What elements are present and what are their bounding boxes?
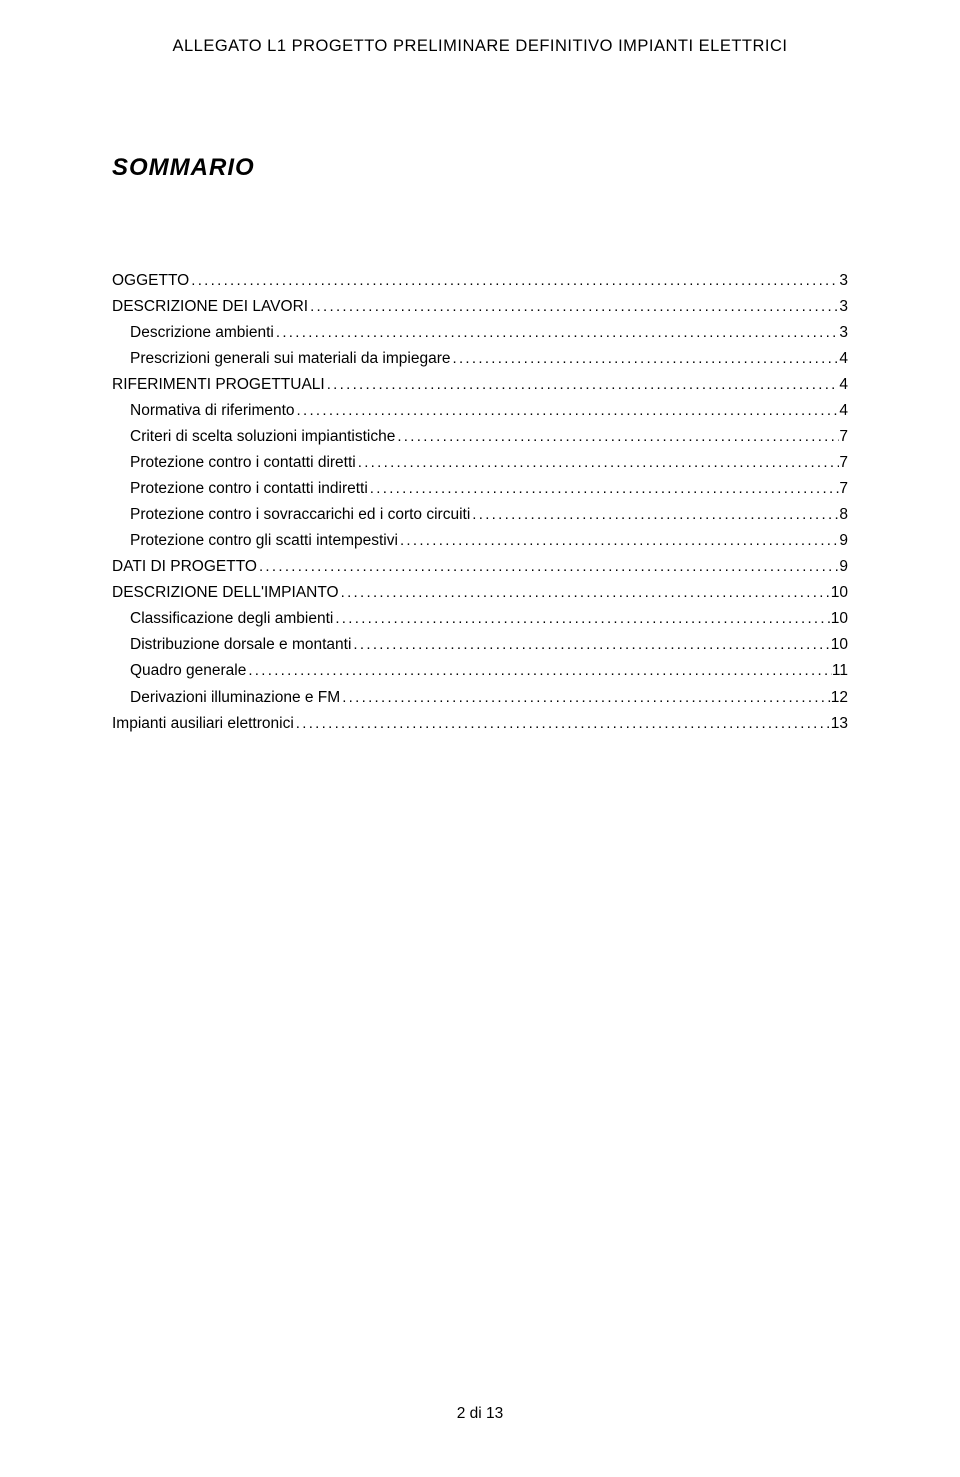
toc-entry: DESCRIZIONE DEI LAVORI 3 xyxy=(112,294,848,320)
toc-entry: Protezione contro gli scatti intempestiv… xyxy=(112,528,848,554)
toc-page: 4 xyxy=(839,372,848,398)
toc-leader xyxy=(295,398,840,423)
toc-entry: DATI DI PROGETTO 9 xyxy=(112,554,848,580)
toc-label: OGGETTO xyxy=(112,268,189,294)
toc-label: Distribuzione dorsale e montanti xyxy=(130,632,351,658)
toc-leader xyxy=(246,658,832,683)
toc-entry: Descrizione ambienti 3 xyxy=(112,320,848,346)
toc-label: Protezione contro i contatti diretti xyxy=(130,450,356,476)
toc-page: 9 xyxy=(839,528,848,554)
toc-entry: Derivazioni illuminazione e FM 12 xyxy=(112,685,848,711)
toc-label: Protezione contro i contatti indiretti xyxy=(130,476,368,502)
toc-entry: Protezione contro i sovraccarichi ed i c… xyxy=(112,502,848,528)
toc-leader xyxy=(308,294,839,319)
table-of-contents: OGGETTO 3 DESCRIZIONE DEI LAVORI 3 Descr… xyxy=(112,268,848,737)
toc-label: Descrizione ambienti xyxy=(130,320,274,346)
toc-leader xyxy=(450,346,839,371)
toc-leader xyxy=(340,685,831,710)
toc-leader xyxy=(395,424,839,449)
toc-leader xyxy=(339,580,831,605)
toc-leader xyxy=(368,476,840,501)
toc-leader xyxy=(398,528,839,553)
toc-leader xyxy=(189,268,839,293)
sommario-title: SOMMARIO xyxy=(112,154,848,182)
toc-leader xyxy=(294,711,831,736)
toc-entry: Prescrizioni generali sui materiali da i… xyxy=(112,346,848,372)
toc-page: 7 xyxy=(839,450,848,476)
toc-page: 12 xyxy=(831,685,848,711)
toc-label: Criteri di scelta soluzioni impiantistic… xyxy=(130,424,395,450)
toc-leader xyxy=(351,632,830,657)
toc-entry: Distribuzione dorsale e montanti 10 xyxy=(112,632,848,658)
toc-entry: Criteri di scelta soluzioni impiantistic… xyxy=(112,424,848,450)
toc-entry: Classificazione degli ambienti 10 xyxy=(112,606,848,632)
toc-label: Prescrizioni generali sui materiali da i… xyxy=(130,346,450,372)
toc-page: 3 xyxy=(839,320,848,346)
toc-entry: OGGETTO 3 xyxy=(112,268,848,294)
toc-label: DATI DI PROGETTO xyxy=(112,554,257,580)
toc-entry: RIFERIMENTI PROGETTUALI 4 xyxy=(112,372,848,398)
toc-leader xyxy=(470,502,839,527)
toc-page: 13 xyxy=(831,711,848,737)
document-header: ALLEGATO L1 PROGETTO PRELIMINARE DEFINIT… xyxy=(112,37,848,56)
toc-leader xyxy=(333,606,830,631)
toc-entry: Protezione contro i contatti indiretti 7 xyxy=(112,476,848,502)
toc-leader xyxy=(356,450,840,475)
toc-label: Impianti ausiliari elettronici xyxy=(112,711,294,737)
toc-page: 3 xyxy=(839,268,848,294)
toc-page: 9 xyxy=(839,554,848,580)
toc-leader xyxy=(257,554,839,579)
toc-page: 10 xyxy=(831,580,848,606)
toc-label: DESCRIZIONE DEI LAVORI xyxy=(112,294,308,320)
toc-leader xyxy=(325,372,840,397)
toc-label: Protezione contro gli scatti intempestiv… xyxy=(130,528,398,554)
toc-entry: Protezione contro i contatti diretti 7 xyxy=(112,450,848,476)
toc-page: 7 xyxy=(839,424,848,450)
toc-label: Quadro generale xyxy=(130,658,246,684)
toc-page: 4 xyxy=(839,398,848,424)
toc-label: DESCRIZIONE DELL'IMPIANTO xyxy=(112,580,339,606)
toc-entry: Quadro generale 11 xyxy=(112,658,848,684)
toc-page: 8 xyxy=(839,502,848,528)
toc-label: Derivazioni illuminazione e FM xyxy=(130,685,340,711)
toc-page: 10 xyxy=(831,606,848,632)
toc-leader xyxy=(274,320,840,345)
page-footer: 2 di 13 xyxy=(0,1405,960,1423)
toc-label: RIFERIMENTI PROGETTUALI xyxy=(112,372,325,398)
toc-page: 11 xyxy=(832,658,848,684)
toc-page: 4 xyxy=(839,346,848,372)
toc-page: 10 xyxy=(831,632,848,658)
toc-label: Protezione contro i sovraccarichi ed i c… xyxy=(130,502,470,528)
toc-page: 3 xyxy=(839,294,848,320)
toc-label: Classificazione degli ambienti xyxy=(130,606,333,632)
toc-entry: Impianti ausiliari elettronici 13 xyxy=(112,711,848,737)
toc-entry: Normativa di riferimento 4 xyxy=(112,398,848,424)
toc-entry: DESCRIZIONE DELL'IMPIANTO 10 xyxy=(112,580,848,606)
toc-label: Normativa di riferimento xyxy=(130,398,295,424)
page: ALLEGATO L1 PROGETTO PRELIMINARE DEFINIT… xyxy=(0,0,960,1477)
toc-page: 7 xyxy=(839,476,848,502)
